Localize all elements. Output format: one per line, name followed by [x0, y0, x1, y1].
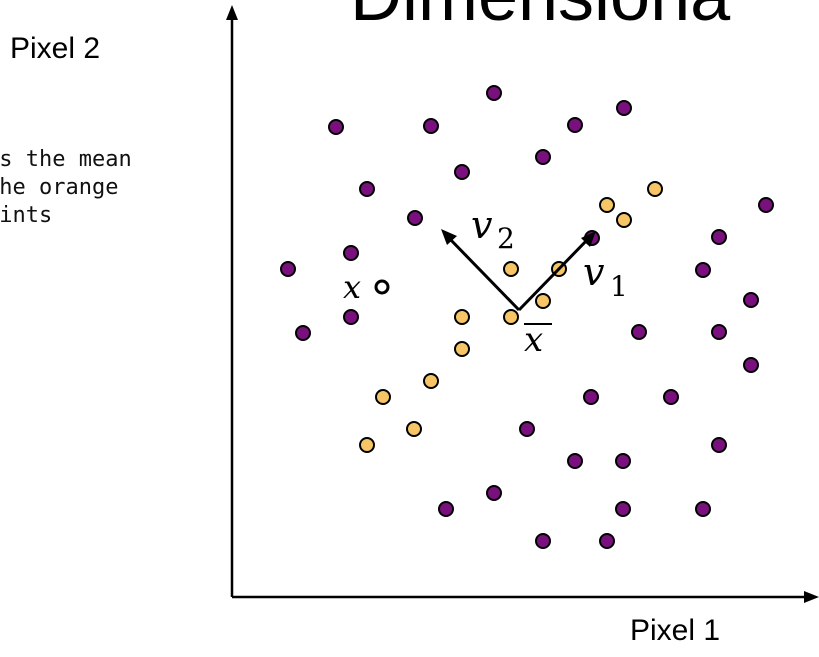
purple-point — [280, 261, 296, 277]
sample-point-x — [374, 279, 390, 295]
purple-point — [486, 85, 502, 101]
orange-point — [359, 437, 375, 453]
v1-arrowhead — [581, 231, 596, 247]
orange-point — [503, 261, 519, 277]
purple-point — [519, 421, 535, 437]
orange-points-group — [359, 181, 663, 453]
orange-point — [503, 309, 519, 325]
mean-note: is the mean the orange oints — [0, 146, 132, 230]
orange-point — [647, 181, 663, 197]
purple-point — [663, 389, 679, 405]
purple-point — [486, 485, 502, 501]
orange-point — [616, 212, 632, 228]
xbar-label: x — [524, 320, 543, 360]
purple-point — [711, 229, 727, 245]
orange-point — [535, 293, 551, 309]
purple-point — [535, 533, 551, 549]
purple-point — [695, 262, 711, 278]
purple-point — [743, 292, 759, 308]
v2-arrow — [445, 234, 521, 312]
orange-point — [454, 309, 470, 325]
purple-point — [631, 324, 647, 340]
purple-point — [583, 389, 599, 405]
purple-point — [343, 309, 359, 325]
purple-point — [599, 533, 615, 549]
v1-arrow — [517, 236, 591, 312]
orange-point — [375, 389, 391, 405]
purple-point — [695, 501, 711, 517]
orange-point — [423, 373, 439, 389]
slide-title: Dimensiona — [350, 0, 730, 32]
purple-point — [423, 118, 439, 134]
orange-point — [599, 197, 615, 213]
purple-point — [711, 324, 727, 340]
v2-label: v — [471, 203, 493, 247]
purple-point — [615, 453, 631, 469]
v1-subscript: 1 — [610, 270, 628, 303]
purple-point — [567, 117, 583, 133]
y-axis-arrowhead — [226, 5, 238, 20]
purple-point — [454, 164, 470, 180]
mean-note-line-3: oints — [0, 203, 53, 228]
purple-point — [535, 149, 551, 165]
purple-point — [615, 501, 631, 517]
x-axis-arrowhead — [804, 591, 819, 603]
purple-point — [567, 453, 583, 469]
purple-point — [438, 501, 454, 517]
x-axis-label: Pixel 1 — [630, 614, 721, 647]
x-label: x — [343, 268, 361, 306]
purple-points-group — [280, 85, 774, 549]
purple-point — [328, 119, 344, 135]
v2-arrowhead — [441, 229, 457, 245]
purple-point — [359, 181, 375, 197]
orange-point — [454, 341, 470, 357]
purple-point — [343, 245, 359, 261]
mean-note-line-2: the orange — [0, 175, 119, 200]
purple-point — [743, 357, 759, 373]
purple-point — [295, 325, 311, 341]
v1-label: v — [583, 250, 605, 294]
orange-point — [406, 421, 422, 437]
purple-point — [407, 210, 423, 226]
purple-point — [616, 100, 632, 116]
purple-point — [758, 197, 774, 213]
v2-subscript: 2 — [497, 222, 515, 255]
purple-point — [711, 437, 727, 453]
mean-note-line-1: is the mean — [0, 147, 132, 172]
y-axis-label: Pixel 2 — [10, 32, 101, 65]
